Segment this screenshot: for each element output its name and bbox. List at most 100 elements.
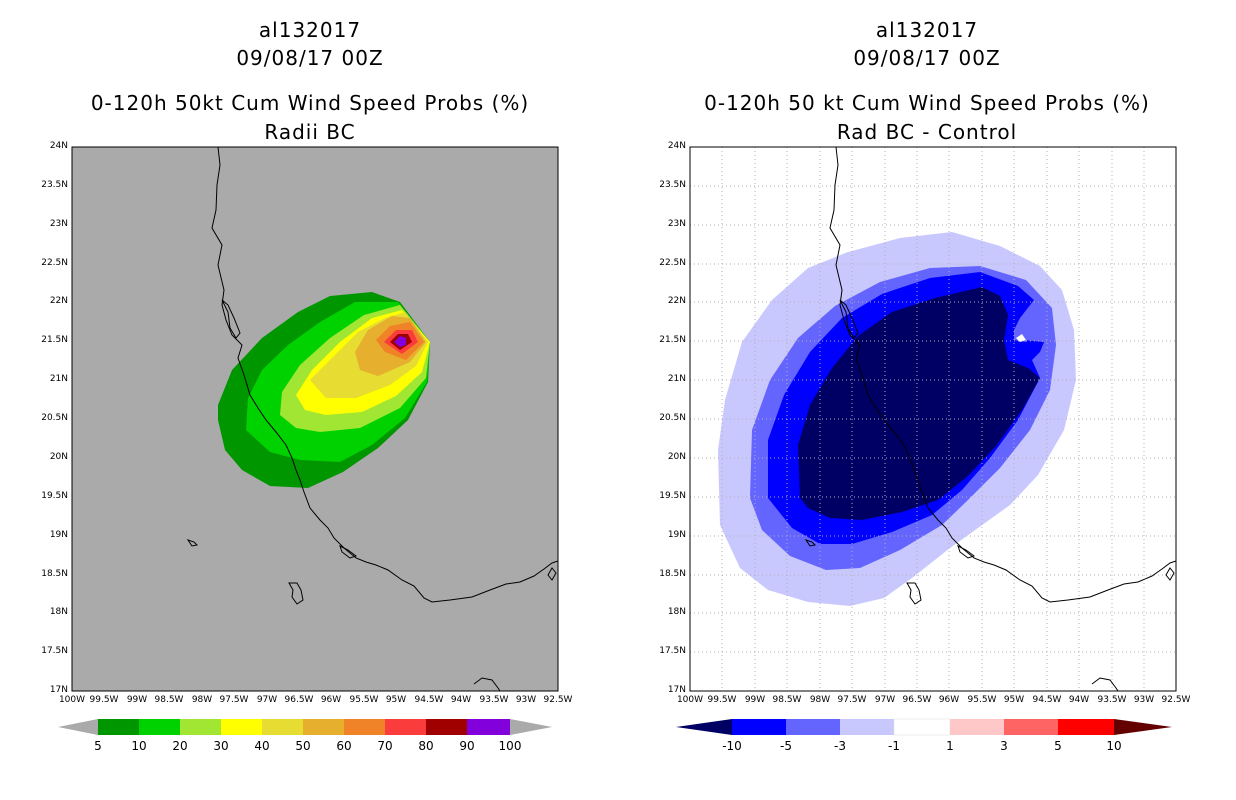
left-lon-label: 98W — [191, 695, 213, 705]
left-colorbar-label: 70 — [377, 739, 393, 753]
right-lat-label: 19.5N — [659, 491, 686, 501]
left-colorbar-swatch-5 — [98, 719, 139, 735]
left-lat-label: 23N — [49, 219, 68, 229]
right-lon-label: 93W — [1133, 695, 1155, 705]
right-title-line2: 09/08/17 00Z — [853, 46, 1001, 70]
right-lon-label: 98.5W — [772, 695, 802, 705]
left-title-line3: 0-120h 50kt Cum Wind Speed Probs (%) — [90, 91, 530, 115]
left-lon-label: 95.5W — [349, 695, 379, 705]
right-map-frame — [689, 146, 1177, 692]
left-colorbar-label: 30 — [213, 739, 229, 753]
right-colorbar — [676, 718, 1172, 736]
right-colorbar-swatch-neg3 — [840, 719, 894, 735]
right-lon-label: 97.5W — [837, 695, 867, 705]
left-lat-label: 22.5N — [41, 258, 68, 268]
left-colorbar-swatch-30 — [221, 719, 262, 735]
left-lon-label: 93W — [515, 695, 537, 705]
left-colorbar-label: 60 — [336, 739, 352, 753]
right-colorbar-swatch-5 — [1058, 719, 1114, 735]
right-colorbar-label: -1 — [888, 739, 900, 753]
right-lat-label: 22N — [667, 296, 686, 306]
left-lon-label: 99W — [126, 695, 148, 705]
left-lon-label: 99.5W — [89, 695, 119, 705]
right-lat-label: 17N — [667, 685, 686, 695]
left-lat-label: 20.5N — [41, 413, 68, 423]
right-lat-label: 18.5N — [659, 569, 686, 579]
right-lon-label: 95.5W — [967, 695, 997, 705]
left-colorbar-label: 50 — [295, 739, 311, 753]
left-lat-label: 17N — [49, 685, 68, 695]
right-colorbar-swatch-3 — [1004, 719, 1058, 735]
right-colorbar-min-arrow — [676, 719, 732, 735]
left-colorbar-swatch-60 — [344, 719, 385, 735]
right-lat-label: 18N — [667, 607, 686, 617]
right-lon-label: 96.5W — [902, 695, 932, 705]
left-colorbar-label: 90 — [459, 739, 475, 753]
left-lon-label: 97.5W — [219, 695, 249, 705]
right-colorbar-label: 3 — [1000, 739, 1008, 753]
left-probability-field — [187, 147, 558, 691]
left-lon-label: 94.5W — [414, 695, 444, 705]
right-lat-label: 20N — [667, 452, 686, 462]
right-colorbar-label: 10 — [1106, 739, 1122, 753]
left-lat-label: 18N — [49, 607, 68, 617]
left-colorbar-swatch-40 — [262, 719, 303, 735]
right-colorbar-label: -10 — [722, 739, 742, 753]
right-lat-label: 19N — [667, 530, 686, 540]
left-lat-label: 23.5N — [41, 180, 68, 190]
left-lon-label: 98.5W — [154, 695, 184, 705]
left-colorbar-label: 20 — [172, 739, 188, 753]
left-colorbar-swatch-20 — [180, 719, 221, 735]
left-map-frame — [71, 146, 559, 692]
right-colorbar-max-arrow — [1114, 719, 1172, 735]
left-title-line1: al132017 — [258, 18, 362, 42]
left-lat-label: 20N — [49, 452, 68, 462]
left-lon-label: 92.5W — [543, 695, 573, 705]
left-colorbar-label: 5 — [94, 739, 102, 753]
right-lat-label: 23N — [667, 219, 686, 229]
right-lon-label: 100W — [676, 695, 704, 705]
right-lon-label: 98W — [809, 695, 831, 705]
right-lon-label: 95W — [1003, 695, 1025, 705]
left-lat-label: 19.5N — [41, 491, 68, 501]
right-title-line3: 0-120h 50 kt Cum Wind Speed Probs (%) — [704, 91, 1150, 115]
right-colorbar-label: 1 — [946, 739, 954, 753]
left-colorbar-swatch-80 — [426, 719, 467, 735]
right-lat-label: 21.5N — [659, 335, 686, 345]
right-difference-field — [690, 147, 1176, 691]
right-lon-label: 97W — [874, 695, 896, 705]
right-lon-label: 94W — [1068, 695, 1090, 705]
left-lat-label: 21N — [49, 374, 68, 384]
left-colorbar-max-arrow — [510, 719, 552, 735]
right-lat-label: 21N — [667, 374, 686, 384]
right-colorbar-label: -5 — [780, 739, 792, 753]
left-lon-label: 97W — [256, 695, 278, 705]
left-colorbar-min-arrow — [58, 719, 98, 735]
left-colorbar-label: 100 — [498, 739, 522, 753]
left-colorbar-swatch-70 — [385, 719, 426, 735]
right-lat-label: 17.5N — [659, 646, 686, 656]
left-title-line4: Radii BC — [264, 120, 356, 144]
right-colorbar-label: -3 — [834, 739, 846, 753]
right-lon-label: 99.5W — [707, 695, 737, 705]
left-lon-label: 94W — [450, 695, 472, 705]
right-colorbar-swatch-1 — [950, 719, 1004, 735]
left-lon-label: 95W — [385, 695, 407, 705]
left-lat-label: 18.5N — [41, 569, 68, 579]
right-lon-label: 92.5W — [1161, 695, 1191, 705]
right-lat-label: 20.5N — [659, 413, 686, 423]
left-colorbar-label: 10 — [131, 739, 147, 753]
right-lat-label: 22.5N — [659, 258, 686, 268]
left-lon-label: 100W — [58, 695, 86, 705]
left-lat-label: 24N — [49, 141, 68, 151]
right-lon-label: 94.5W — [1032, 695, 1062, 705]
right-lat-label: 24N — [667, 141, 686, 151]
right-colorbar-swatch-neg1 — [893, 718, 951, 736]
left-colorbar-swatch-90 — [467, 719, 510, 735]
left-colorbar-label: 40 — [254, 739, 270, 753]
left-lon-label: 93.5W — [479, 695, 509, 705]
left-lon-label: 96W — [320, 695, 342, 705]
right-lon-label: 99W — [744, 695, 766, 705]
right-lon-label: 96W — [938, 695, 960, 705]
